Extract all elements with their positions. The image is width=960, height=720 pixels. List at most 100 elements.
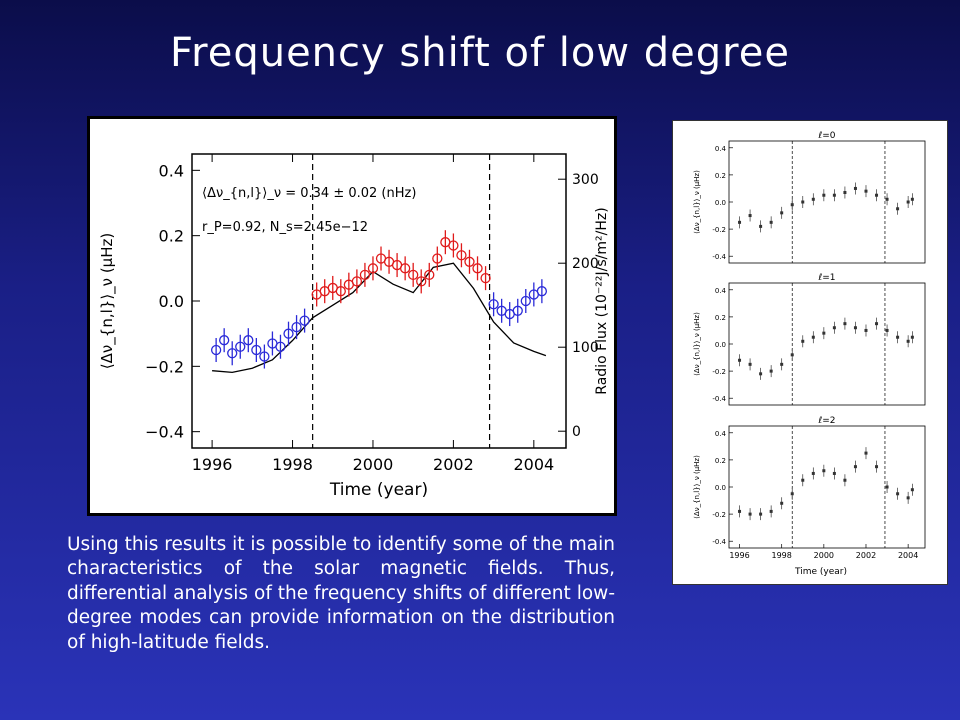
panel-y-label: ⟨Δν_{n,l}⟩_ν (μHz) xyxy=(693,455,701,519)
data-point xyxy=(275,341,286,352)
degree-panels-figure: ℓ=0 ⟨Δν_{n,l}⟩_ν (μHz) 0.4 0.2 0.0 -0.2 -0.4 ℓ=… xyxy=(693,131,926,577)
x-tick-label: 1996 xyxy=(192,455,233,474)
radio-flux-line xyxy=(212,262,547,374)
panel-data-point xyxy=(759,224,763,228)
panel-data-point xyxy=(864,451,868,455)
data-point xyxy=(488,299,499,310)
panel-y-tick-label: 0.4 xyxy=(715,145,727,153)
panel-title: ℓ=1 xyxy=(818,273,836,283)
y-tick-label: −0.4 xyxy=(145,423,184,442)
y-tick-label: 0.0 xyxy=(159,292,184,311)
data-point xyxy=(283,328,294,339)
y2-tick-label: 100 xyxy=(572,340,599,356)
panel-y-tick-label: 0.2 xyxy=(715,457,726,465)
panel-data-point xyxy=(780,501,784,505)
panel-x-tick-label: 1998 xyxy=(772,551,792,560)
panel-data-point xyxy=(759,372,763,376)
panel-data-point xyxy=(759,512,763,516)
data-point xyxy=(408,269,419,281)
panel-data-point xyxy=(822,331,826,335)
panel-data-point xyxy=(769,220,773,224)
x-tick-label: 1998 xyxy=(272,455,313,474)
data-point xyxy=(520,295,531,307)
x-axis-label: Time (year) xyxy=(329,480,428,500)
panel-y-tick-label: -0.4 xyxy=(712,395,726,403)
degree-panels: ℓ=0 ⟨Δν_{n,l}⟩_ν (μHz) 0.4 0.2 0.0 -0.2 -0.4 ℓ=… xyxy=(693,131,926,560)
panel-data-point xyxy=(875,193,879,197)
panel-x-tick-label: 2002 xyxy=(856,551,876,560)
panel-data-point xyxy=(864,328,868,332)
panel-data-point xyxy=(780,211,784,215)
panel-data-point xyxy=(906,496,910,500)
panel-title: ℓ=2 xyxy=(818,416,836,426)
x-tick-label: 2004 xyxy=(513,455,554,474)
data-point xyxy=(536,286,548,297)
panel-x-tick-label: 1996 xyxy=(729,551,749,560)
panel-data-point xyxy=(811,471,815,475)
panel-data-point xyxy=(910,197,914,201)
panel-data-point xyxy=(906,339,910,343)
panel-y-tick-label: 0.0 xyxy=(715,484,726,492)
panel-data-point xyxy=(801,339,805,343)
data-point xyxy=(219,335,230,346)
y2-tick-label: 0 xyxy=(572,424,581,440)
data-point xyxy=(243,335,254,346)
axis-ticks: 1996 1998 2000 2002 20040.40.20.0−0.2−0.4300… xyxy=(145,154,599,474)
panel-data-point xyxy=(801,200,805,204)
panel-data-point xyxy=(910,488,914,492)
x-tick-label: 2002 xyxy=(433,455,474,474)
panel-title: ℓ=0 xyxy=(818,131,836,141)
panel-y-tick-label: -0.2 xyxy=(712,226,726,234)
data-point xyxy=(235,341,246,352)
panel-y-tick-label: 0.4 xyxy=(715,287,727,295)
main-chart: 1996 1998 2000 2002 20040.40.20.0−0.2−0.4300… xyxy=(98,153,610,500)
panel-frame xyxy=(728,140,926,264)
panel-y-tick-label: 0.4 xyxy=(715,430,727,438)
panel-data-point xyxy=(875,465,879,469)
panel-x-tick-label: 2004 xyxy=(898,551,918,560)
panel-data-point xyxy=(769,509,773,513)
panel-data-point xyxy=(780,362,784,366)
panel-data-point xyxy=(790,353,794,357)
data-point xyxy=(227,348,238,359)
panel-y-tick-label: -0.2 xyxy=(712,511,726,519)
body-paragraph: Using this results it is possible to ide… xyxy=(67,534,615,653)
panel-data-point xyxy=(843,478,847,482)
data-point xyxy=(480,272,491,284)
y-axis-label: ⟨Δν_{n,l}⟩_ν (μHz) xyxy=(98,233,117,369)
panel-y-tick-label: -0.4 xyxy=(712,253,726,261)
panel-data-point xyxy=(748,362,752,366)
data-point xyxy=(299,315,310,326)
panel-data-point xyxy=(790,492,794,496)
panel-data-point xyxy=(790,203,794,207)
panel-data-point xyxy=(822,193,826,197)
panel-data-point xyxy=(875,322,879,326)
panel-data-point xyxy=(811,197,815,201)
panel-data-point xyxy=(906,200,910,204)
panel-x-tick-label: 2000 xyxy=(814,551,834,560)
slide-title: Frequency shift of low degree xyxy=(170,30,790,76)
reference-lines xyxy=(312,154,491,448)
main-chart-frame: 1996 1998 2000 2002 2004 0.4 0.2 0.0 −0.2 −0.4 300… xyxy=(87,116,617,516)
panel-data-point xyxy=(801,478,805,482)
y-tick-label: −0.2 xyxy=(145,357,184,376)
panel-data-point xyxy=(832,193,836,197)
panel-frame xyxy=(728,425,926,549)
annotation-mean-shift: ⟨Δν_{n,l}⟩_ν = 0.34 ± 0.02 (nHz) xyxy=(202,186,416,201)
panel-data-point xyxy=(885,197,889,201)
data-point xyxy=(448,240,459,251)
panel-data-point xyxy=(832,326,836,330)
panel-data-point xyxy=(853,465,857,469)
y2-tick-label: 300 xyxy=(572,172,599,188)
panel-data-point xyxy=(853,186,857,190)
panel-data-point xyxy=(738,220,742,224)
data-point xyxy=(259,351,270,362)
side-figure-frame: ℓ=0 ⟨Δν_{n,l}⟩_ν (μHz) 0.4 0.2 0.0 -0.2 -0.4 ℓ=… xyxy=(672,120,948,585)
panel-data-point xyxy=(896,207,900,211)
panel-data-point xyxy=(885,328,889,332)
panel-data-point xyxy=(864,189,868,193)
y2-axis-label: Radio Flux (10⁻²²J/s/m²/Hz) xyxy=(594,207,610,394)
panel-data-point xyxy=(811,335,815,339)
panel-data-point xyxy=(738,509,742,513)
panel-data-point xyxy=(822,469,826,473)
